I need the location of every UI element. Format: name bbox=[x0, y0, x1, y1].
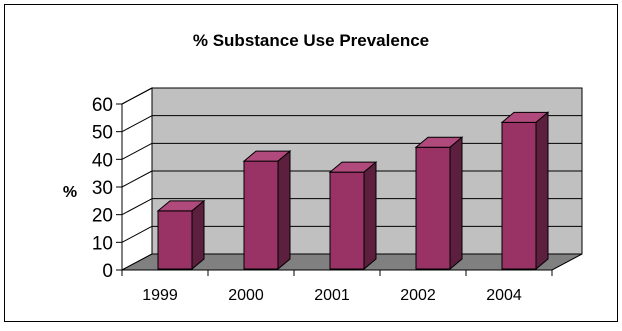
gridline-side bbox=[121, 225, 153, 243]
y-tick-label: 50 bbox=[92, 123, 113, 144]
x-tick-label: 2001 bbox=[314, 287, 350, 304]
bar-front bbox=[157, 210, 193, 270]
gridline-side bbox=[121, 142, 153, 160]
bar bbox=[500, 111, 550, 271]
bar-side bbox=[277, 150, 291, 271]
x-tick-label: 2004 bbox=[486, 287, 522, 304]
chart-title: % Substance Use Prevalence bbox=[193, 31, 429, 50]
bar-side bbox=[191, 199, 205, 271]
bar-front bbox=[501, 121, 537, 270]
x-tick-label: 2000 bbox=[228, 287, 264, 304]
bars bbox=[156, 111, 550, 271]
y-tick-label: 60 bbox=[92, 95, 113, 116]
bar-side bbox=[535, 111, 549, 271]
bar-side bbox=[363, 161, 377, 271]
gridline-side bbox=[121, 87, 153, 105]
bar-front bbox=[415, 146, 451, 270]
y-axis-label: % bbox=[63, 184, 77, 201]
y-tick-label: 10 bbox=[92, 233, 113, 254]
x-axis-ticks: 1999 2000 2001 2002 2004 bbox=[121, 269, 553, 304]
bar-front bbox=[329, 171, 365, 270]
bar bbox=[328, 161, 378, 271]
bar bbox=[156, 199, 206, 271]
y-tick-label: 40 bbox=[92, 150, 113, 171]
x-tick-label: 2002 bbox=[400, 287, 436, 304]
y-tick-label: 30 bbox=[92, 178, 113, 199]
bar bbox=[242, 150, 292, 271]
gridline-side bbox=[121, 115, 153, 133]
bar bbox=[414, 136, 464, 271]
y-axis-ticks: 0 10 20 30 40 50 60 bbox=[92, 95, 123, 282]
bar-side bbox=[449, 136, 463, 271]
y-tick-label: 20 bbox=[92, 206, 113, 227]
y-tick-label: 0 bbox=[102, 261, 113, 282]
gridline-side bbox=[121, 170, 153, 188]
x-tick-label: 1999 bbox=[142, 287, 178, 304]
bar-front bbox=[243, 160, 279, 270]
gridline-side bbox=[121, 198, 153, 216]
